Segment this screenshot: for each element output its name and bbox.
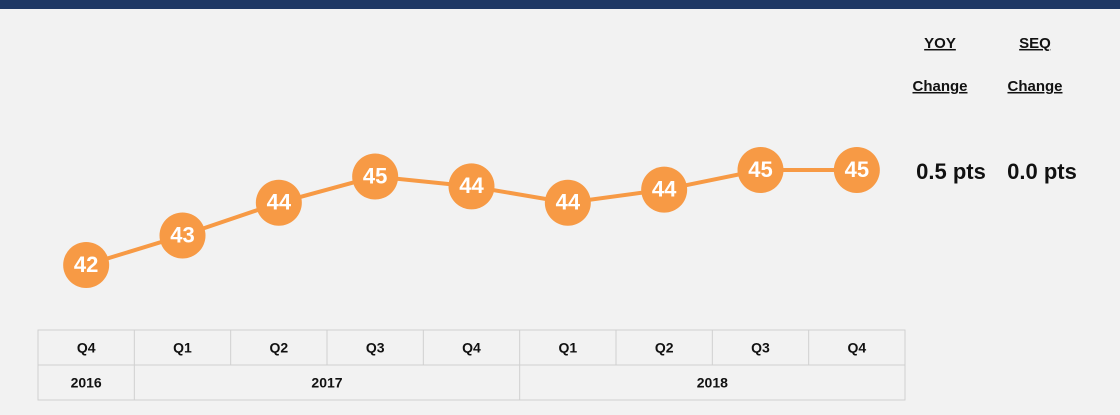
x-tick-label: Q1 <box>558 340 577 356</box>
top-bar <box>0 0 1120 9</box>
year-label: 2017 <box>311 375 342 391</box>
data-label: 45 <box>363 163 387 188</box>
point <box>833 147 880 193</box>
point <box>544 179 591 226</box>
point <box>159 212 206 259</box>
data-label: 45 <box>845 157 869 182</box>
year-label: 2016 <box>71 375 102 391</box>
x-tick-label: Q4 <box>77 340 96 356</box>
seq-header: Change <box>1007 78 1062 95</box>
data-label: 43 <box>170 222 194 247</box>
data-label: 45 <box>748 157 772 182</box>
x-tick-label: Q4 <box>847 340 866 356</box>
x-tick-label: Q4 <box>462 340 481 356</box>
year-label: 2018 <box>697 375 728 391</box>
point <box>641 166 688 213</box>
seq-value: 0.0 pts <box>1007 159 1077 184</box>
point <box>448 163 495 210</box>
data-label: 44 <box>459 173 484 198</box>
data-label: 42 <box>74 252 98 277</box>
x-tick-label: Q3 <box>366 340 385 356</box>
point <box>737 147 784 193</box>
x-tick-label: Q2 <box>655 340 674 356</box>
yoy-header: YOY <box>924 35 956 52</box>
point <box>63 242 110 288</box>
x-tick-label: Q1 <box>173 340 192 356</box>
point <box>255 179 302 226</box>
x-tick-label: Q2 <box>269 340 288 356</box>
point <box>352 153 399 200</box>
seq-header: SEQ <box>1019 35 1051 52</box>
yoy-value: 0.5 pts <box>916 159 986 184</box>
data-label: 44 <box>652 176 677 201</box>
x-tick-label: Q3 <box>751 340 770 356</box>
data-label: 44 <box>267 190 292 215</box>
yoy-header: Change <box>912 78 967 95</box>
category-table <box>37 329 906 401</box>
data-label: 44 <box>556 190 581 215</box>
